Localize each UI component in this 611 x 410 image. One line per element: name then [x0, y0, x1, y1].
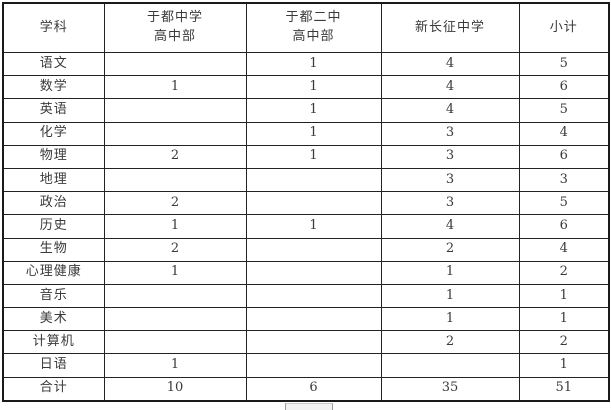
table-row: 数学 1 1 4 6	[2, 75, 610, 100]
count-cell: 1	[245, 121, 382, 146]
table-body: 语文 1 4 5 数学 1 1 4 6 英语 1 4 5 化学 1 3 4 物理 2 1 3 6 地理 3 3 政治 2 3 5 历史 1 1…	[2, 51, 610, 402]
subject-cell: 政治	[2, 191, 105, 216]
count-cell: 10	[103, 376, 247, 402]
table-header: 学科 于都中学 高中部 于都二中 高中部 新长征中学 小计	[2, 2, 610, 53]
count-cell: 5	[518, 98, 610, 123]
count-cell: 1	[380, 283, 520, 309]
column-header-3: 新长征中学	[380, 2, 520, 53]
count-cell: 2	[103, 237, 247, 262]
subject-cell: 英语	[2, 98, 105, 123]
count-cell	[245, 307, 382, 332]
count-cell: 2	[103, 191, 247, 216]
count-cell: 1	[103, 214, 247, 239]
count-cell: 1	[103, 353, 247, 378]
count-cell: 4	[380, 214, 520, 239]
count-cell: 1	[380, 307, 520, 332]
count-cell: 3	[380, 144, 520, 169]
count-cell: 2	[380, 330, 520, 355]
column-header-2: 于都二中 高中部	[245, 2, 382, 53]
count-cell	[103, 167, 247, 193]
count-cell: 1	[245, 144, 382, 169]
table-row: 化学 1 3 4	[2, 121, 610, 146]
subject-cell: 音乐	[2, 283, 105, 309]
count-cell: 5	[518, 191, 610, 216]
count-cell	[103, 51, 247, 77]
count-cell: 1	[380, 260, 520, 285]
subject-cell: 生物	[2, 237, 105, 262]
count-cell: 2	[103, 144, 247, 169]
count-cell: 4	[518, 237, 610, 262]
count-cell	[103, 98, 247, 123]
count-cell	[380, 353, 520, 378]
total-row: 合计 10 6 35 51	[2, 376, 610, 402]
count-cell	[245, 237, 382, 262]
count-cell: 1	[518, 307, 610, 332]
table-row: 日语 1 1	[2, 353, 610, 378]
count-cell	[103, 283, 247, 309]
column-header-1: 于都中学 高中部	[103, 2, 247, 53]
count-cell: 1	[245, 75, 382, 100]
table-row: 心理健康 1 1 2	[2, 260, 610, 285]
subject-cell: 地理	[2, 167, 105, 193]
table-row: 物理 2 1 3 6	[2, 144, 610, 169]
subject-cell: 化学	[2, 121, 105, 146]
count-cell: 1	[103, 260, 247, 285]
count-cell: 2	[518, 260, 610, 285]
count-cell: 4	[380, 75, 520, 100]
table-row: 地理 3 3	[2, 167, 610, 193]
table-row: 美术 1 1	[2, 307, 610, 332]
count-cell: 3	[380, 191, 520, 216]
count-cell	[245, 353, 382, 378]
count-cell: 1	[518, 353, 610, 378]
count-cell: 6	[518, 75, 610, 100]
table-row: 政治 2 3 5	[2, 191, 610, 216]
count-cell: 1	[245, 98, 382, 123]
count-cell	[103, 121, 247, 146]
count-cell	[245, 191, 382, 216]
count-cell: 2	[380, 237, 520, 262]
subject-cell: 物理	[2, 144, 105, 169]
table-row: 音乐 1 1	[2, 283, 610, 309]
count-cell	[245, 330, 382, 355]
subject-cell: 美术	[2, 307, 105, 332]
subject-cell: 合计	[2, 376, 105, 402]
table-row: 英语 1 4 5	[2, 98, 610, 123]
count-cell: 6	[245, 376, 382, 402]
subject-cell: 数学	[2, 75, 105, 100]
subject-cell: 日语	[2, 353, 105, 378]
table-row: 历史 1 1 4 6	[2, 214, 610, 239]
count-cell: 1	[518, 283, 610, 309]
count-cell	[103, 307, 247, 332]
header-row: 学科 于都中学 高中部 于都二中 高中部 新长征中学 小计	[2, 2, 610, 53]
count-cell: 6	[518, 144, 610, 169]
count-cell: 4	[380, 51, 520, 77]
subject-cell: 计算机	[2, 330, 105, 355]
subject-cell: 历史	[2, 214, 105, 239]
subject-cell: 心理健康	[2, 260, 105, 285]
column-header-0: 学科	[2, 2, 105, 53]
count-cell: 3	[380, 121, 520, 146]
count-cell: 1	[245, 51, 382, 77]
subject-cell: 语文	[2, 51, 105, 77]
count-cell: 4	[380, 98, 520, 123]
count-cell	[245, 283, 382, 309]
count-cell: 3	[380, 167, 520, 193]
count-cell: 6	[518, 214, 610, 239]
table-row: 计算机 2 2	[2, 330, 610, 355]
count-cell	[245, 167, 382, 193]
table-row: 生物 2 2 4	[2, 237, 610, 262]
count-cell: 1	[103, 75, 247, 100]
count-cell: 2	[518, 330, 610, 355]
count-cell: 35	[380, 376, 520, 402]
subject-allocation-table: 学科 于都中学 高中部 于都二中 高中部 新长征中学 小计 语文 1 4 5 数学 1 1 4 6 英语 1…	[2, 2, 610, 402]
count-cell: 3	[518, 167, 610, 193]
count-cell	[103, 330, 247, 355]
count-cell: 4	[518, 121, 610, 146]
count-cell: 51	[518, 376, 610, 402]
count-cell	[245, 260, 382, 285]
count-cell: 1	[245, 214, 382, 239]
column-header-4: 小计	[518, 2, 610, 53]
table-row: 语文 1 4 5	[2, 51, 610, 77]
count-cell: 5	[518, 51, 610, 77]
